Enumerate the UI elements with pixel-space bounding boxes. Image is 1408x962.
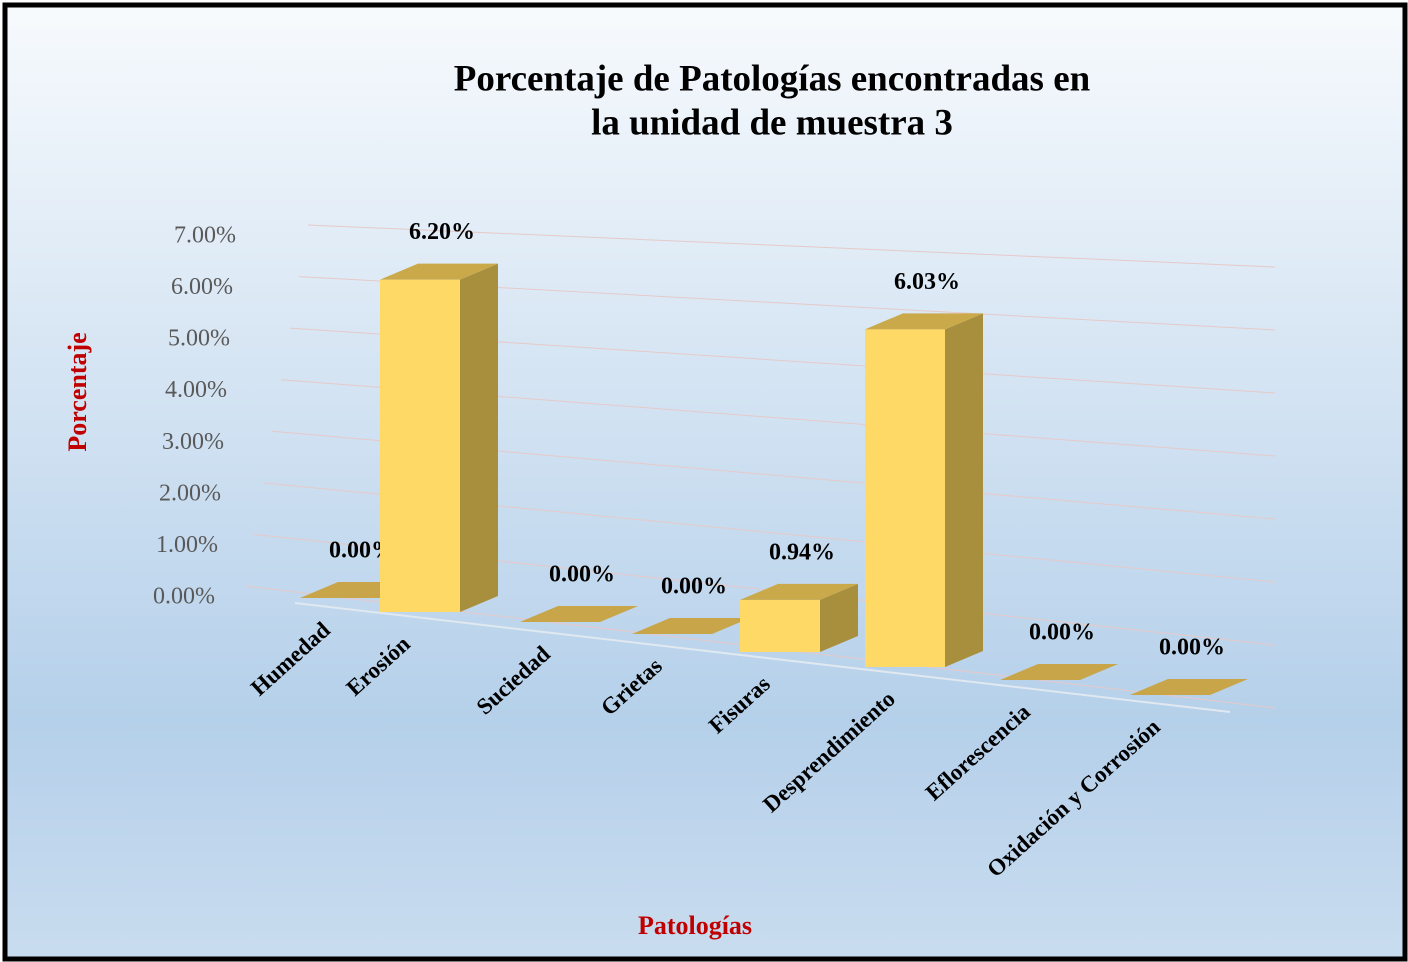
bar-front (740, 599, 820, 652)
chart-title: Porcentaje de Patologías encontradas en (454, 58, 1091, 99)
y-tick-label: 0.00% (153, 584, 215, 610)
bar-side (460, 263, 498, 612)
bar (740, 583, 858, 652)
bar (520, 606, 638, 622)
data-label: 0.94% (769, 539, 835, 565)
bar (865, 313, 983, 667)
y-tick-label: 7.00% (174, 223, 236, 249)
bar (1000, 664, 1118, 680)
bar-side (820, 583, 858, 652)
bar-top (520, 606, 638, 622)
bar-front (380, 279, 460, 612)
floor-edge (294, 602, 1231, 713)
data-label: 0.00% (1029, 620, 1095, 646)
data-label: 6.03% (894, 269, 960, 295)
data-label: 6.20% (409, 219, 475, 245)
bar-top (865, 313, 983, 330)
y-axis-title: Porcentaje (63, 332, 92, 451)
y-tick-label: 2.00% (159, 480, 221, 506)
bar (632, 618, 750, 634)
bar-top (380, 263, 498, 280)
bar-side (945, 313, 983, 667)
bar (380, 263, 498, 612)
y-tick-label: 4.00% (165, 377, 227, 403)
x-axis-title: Patologías (638, 911, 752, 940)
y-tick-label: 6.00% (171, 274, 233, 300)
y-tick-label: 5.00% (168, 326, 230, 352)
grid-line (307, 224, 1276, 268)
bar-top (740, 583, 858, 600)
bar-top (1130, 679, 1248, 695)
bar (1130, 679, 1248, 695)
data-label: 0.00% (1159, 635, 1225, 661)
data-label: 0.00% (549, 562, 615, 588)
bar-front (865, 329, 945, 667)
data-label: 0.00% (661, 574, 727, 600)
y-tick-label: 1.00% (156, 532, 218, 558)
bar-top (1000, 664, 1118, 680)
chart-title: la unidad de muestra 3 (591, 102, 953, 143)
bar-top (632, 618, 750, 634)
y-tick-label: 3.00% (162, 429, 224, 455)
